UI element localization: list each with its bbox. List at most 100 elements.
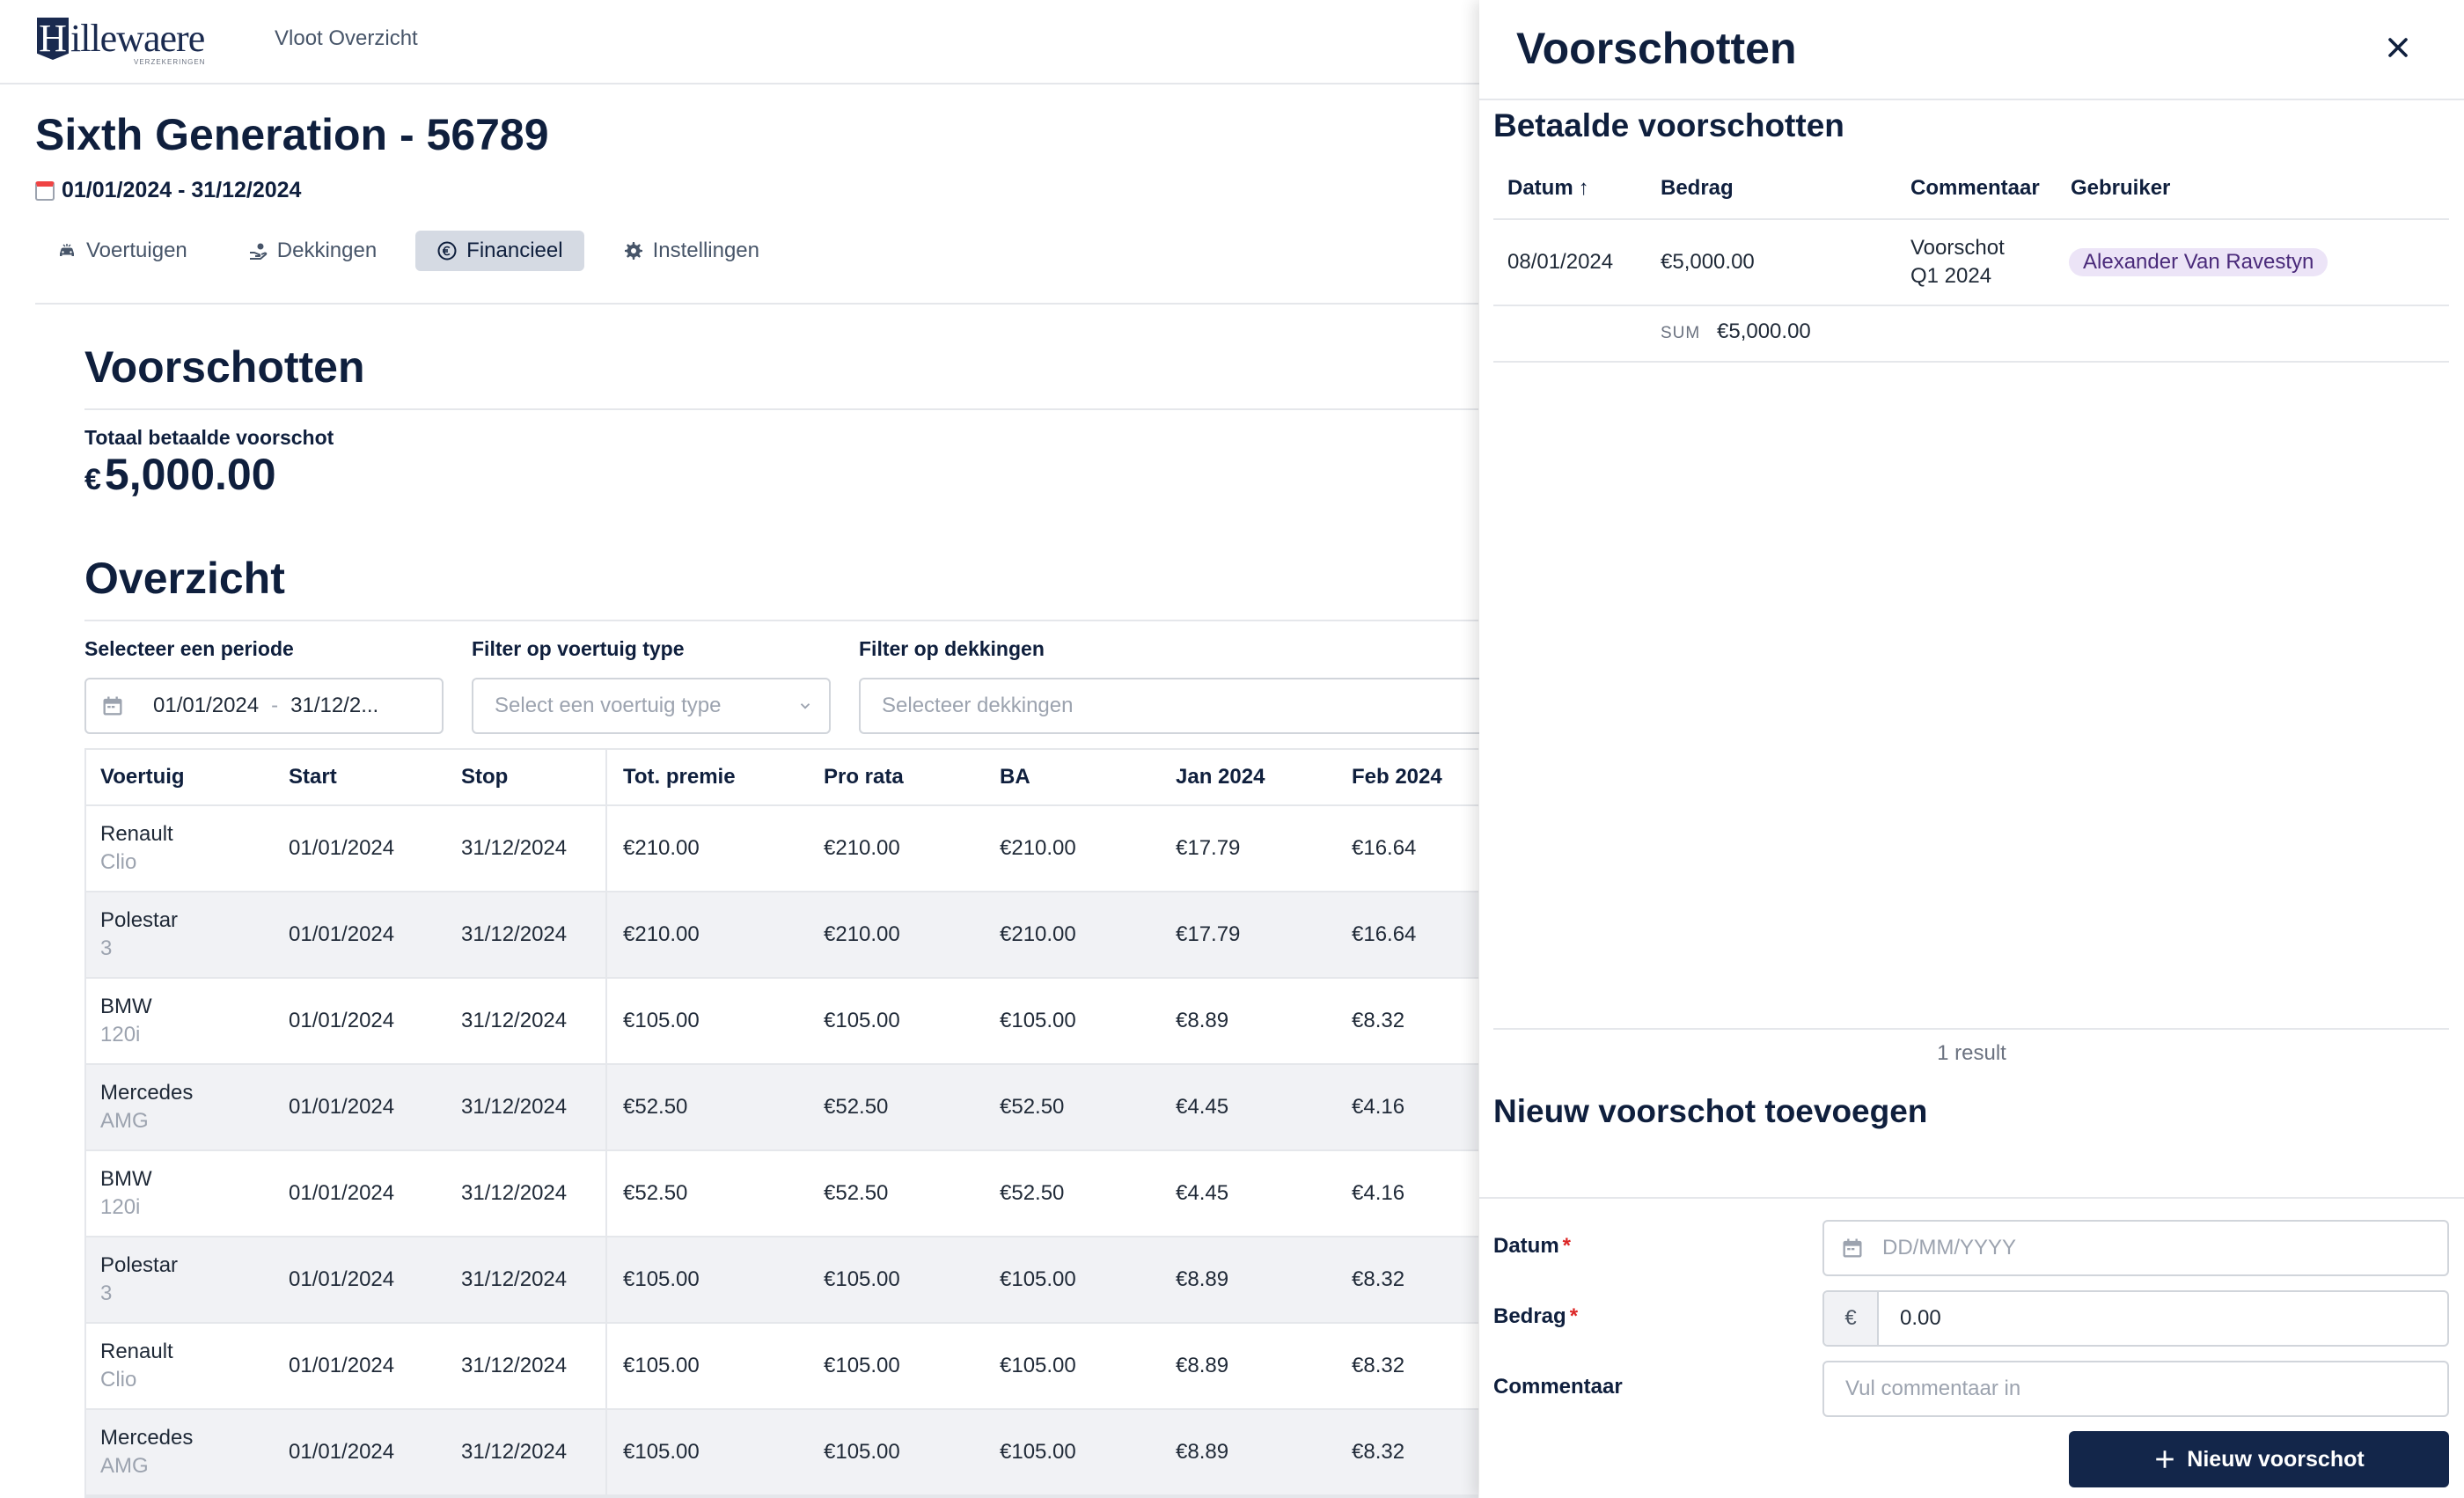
required-marker: * (1562, 1234, 1572, 1258)
cell-start: 01/01/2024 (289, 922, 395, 946)
vehicle-model: 3 (100, 936, 113, 960)
table-divider (1493, 305, 2449, 306)
column-header-gebruiker[interactable]: Gebruiker (2071, 176, 2171, 200)
period-indicator: 01/01/2024 - 31/12/2024 (35, 178, 301, 203)
column-separator (605, 1151, 607, 1236)
cell-premie: €105.00 (623, 1009, 700, 1032)
cell-feb: €8.32 (1352, 1267, 1405, 1291)
vehicle-type-select[interactable]: Select een voertuig type (472, 678, 831, 734)
cell-stop: 31/12/2024 (461, 1095, 568, 1119)
column-header-bedrag[interactable]: Bedrag (1661, 176, 1734, 200)
column-separator (605, 1410, 607, 1494)
tab-bar: Voertuigen Dekkingen Financieel Instelli… (35, 231, 781, 276)
logo-text: illewaere (70, 17, 205, 60)
cell-feb: €4.16 (1352, 1095, 1405, 1119)
date-field-label: Datum * (1493, 1234, 1571, 1259)
cell-start: 01/01/2024 (289, 1009, 395, 1032)
column-header-tot-premie[interactable]: Tot. premie (623, 765, 736, 789)
table-footer-divider (1493, 1028, 2449, 1030)
hand-coins-icon (249, 243, 268, 260)
cell-prorata: €105.00 (824, 1267, 900, 1291)
tab-label: Financieel (466, 239, 563, 262)
voorschotten-drawer: Voorschotten Betaalde voorschotten Datum… (1479, 0, 2464, 1498)
table-row[interactable]: BMW 120i 01/01/2024 31/12/2024 €52.50 €52.50 €… (86, 1151, 1478, 1237)
column-header-datum[interactable]: Datum ↑ (1507, 176, 1589, 201)
sum-value: €5,000.00 (1717, 319, 1811, 343)
sum-label: SUM (1661, 324, 1701, 342)
amount-input[interactable]: € 0.00 (1822, 1290, 2449, 1347)
euro-circle-icon (437, 241, 457, 261)
sort-ascending-icon: ↑ (1578, 176, 1589, 200)
comment-input[interactable]: Vul commentaar in (1822, 1361, 2449, 1417)
column-header-pro-rata[interactable]: Pro rata (824, 765, 904, 789)
cell-prorata: €52.50 (824, 1095, 889, 1119)
nav-link-vloot-overzicht[interactable]: Vloot Overzicht (275, 26, 418, 50)
overzicht-heading: Overzicht (84, 554, 285, 603)
column-separator (605, 1324, 607, 1408)
vehicle-type-filter-label: Filter op voertuig type (472, 637, 685, 660)
result-count: 1 result (1937, 1041, 2006, 1065)
column-header-jan-2024[interactable]: Jan 2024 (1176, 765, 1265, 789)
column-header-ba[interactable]: BA (1000, 765, 1030, 789)
cell-prorata: €105.00 (824, 1009, 900, 1032)
table-row[interactable]: Renault Clio 01/01/2024 31/12/2024 €210.00 €2… (86, 806, 1478, 892)
table-row[interactable]: Renault Clio 01/01/2024 31/12/2024 €105.00 €1… (86, 1324, 1478, 1410)
page-title: Sixth Generation - 56789 (35, 110, 549, 159)
paid-advances-heading: Betaalde voorschotten (1493, 107, 1844, 143)
column-header-stop[interactable]: Stop (461, 765, 509, 789)
vehicle-model: AMG (100, 1109, 149, 1133)
cell-stop: 31/12/2024 (461, 1440, 568, 1464)
overview-table: Voertuig Start Stop Tot. premie Pro rata… (84, 748, 1478, 1498)
vehicle-make: Renault (100, 1340, 173, 1363)
label-text: Datum (1493, 1234, 1559, 1258)
cell-jan: €17.79 (1176, 922, 1241, 946)
column-header-start[interactable]: Start (289, 765, 337, 789)
cell-premie: €210.00 (623, 836, 700, 860)
user-badge: Alexander Van Ravestyn (2069, 248, 2328, 276)
column-header-label: Datum (1507, 176, 1573, 200)
coverage-filter-label: Filter op dekkingen (859, 637, 1045, 660)
vehicle-make: Mercedes (100, 1426, 194, 1450)
column-separator (605, 892, 607, 977)
period-end-value: 31/12/2... (290, 694, 379, 717)
cell-feb: €16.64 (1352, 836, 1417, 860)
cell-feb: €4.16 (1352, 1181, 1405, 1205)
table-row[interactable]: Mercedes AMG 01/01/2024 31/12/2024 €105.00 €1… (86, 1410, 1478, 1496)
payment-comment-line: Voorschot (1910, 236, 2005, 260)
coverage-select[interactable]: Selecteer dekkingen (859, 678, 1492, 734)
company-logo[interactable]: H illewaere VERZEKERINGEN (37, 17, 205, 67)
table-row[interactable]: Mercedes AMG 01/01/2024 31/12/2024 €52.50 €52… (86, 1065, 1478, 1151)
cell-ba: €210.00 (1000, 922, 1076, 946)
cell-prorata: €105.00 (824, 1440, 900, 1464)
column-header-commentaar[interactable]: Commentaar (1910, 176, 2040, 200)
tab-instellingen[interactable]: Instellingen (602, 231, 781, 271)
tab-dekkingen[interactable]: Dekkingen (226, 231, 398, 271)
cell-stop: 31/12/2024 (461, 922, 568, 946)
column-header-feb-2024[interactable]: Feb 2024 (1352, 765, 1442, 789)
cell-premie: €105.00 (623, 1440, 700, 1464)
new-advance-heading: Nieuw voorschot toevoegen (1493, 1093, 1928, 1129)
vehicle-make: Renault (100, 822, 173, 846)
period-filter-label: Selecteer een periode (84, 637, 294, 660)
tab-voertuigen[interactable]: Voertuigen (35, 231, 209, 271)
table-row[interactable]: Polestar 3 01/01/2024 31/12/2024 €105.00 €105… (86, 1237, 1478, 1324)
table-row[interactable]: BMW 120i 01/01/2024 31/12/2024 €105.00 €105.0… (86, 979, 1478, 1065)
vehicle-make: BMW (100, 1167, 152, 1191)
vehicle-cell: Polestar 3 (100, 1252, 178, 1308)
vehicle-model: Clio (100, 1368, 137, 1392)
close-button[interactable] (2382, 32, 2414, 63)
column-header-voertuig[interactable]: Voertuig (100, 765, 185, 789)
cell-premie: €210.00 (623, 922, 700, 946)
table-row[interactable]: Polestar 3 01/01/2024 31/12/2024 €210.00 €210… (86, 892, 1478, 979)
cell-jan: €8.89 (1176, 1354, 1229, 1377)
period-range-picker[interactable]: 01/01/2024 - 31/12/2... (84, 678, 444, 734)
tab-label: Instellingen (652, 239, 759, 262)
date-placeholder: DD/MM/YYYY (1882, 1236, 2017, 1259)
vehicle-model: AMG (100, 1454, 149, 1478)
tab-financieel[interactable]: Financieel (415, 231, 584, 271)
cell-jan: €8.89 (1176, 1267, 1229, 1291)
cell-start: 01/01/2024 (289, 1267, 395, 1291)
date-input[interactable]: DD/MM/YYYY (1822, 1220, 2449, 1276)
voorschotten-heading: Voorschotten (84, 342, 365, 392)
new-advance-button[interactable]: Nieuw voorschot (2069, 1431, 2449, 1487)
